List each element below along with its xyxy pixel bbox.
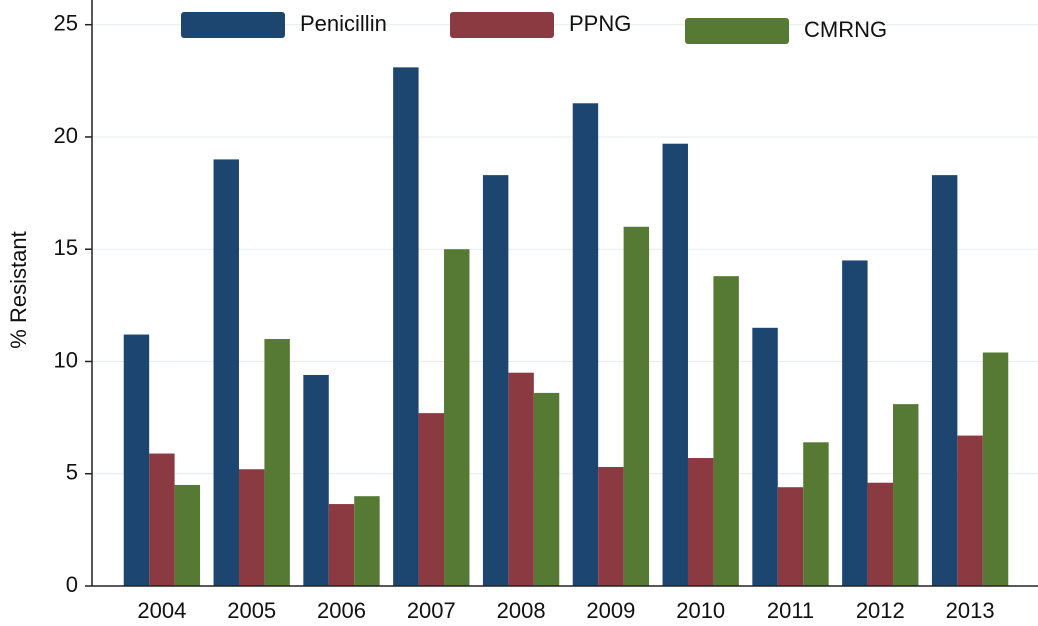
bar xyxy=(418,413,445,586)
x-tick-label: 2004 xyxy=(137,598,186,623)
bar xyxy=(687,458,714,586)
x-tick-label: 2012 xyxy=(856,598,905,623)
legend-label: Penicillin xyxy=(300,11,387,36)
bar xyxy=(393,67,419,586)
bar xyxy=(572,103,599,586)
bar xyxy=(149,453,175,586)
bar xyxy=(752,327,778,586)
bar xyxy=(777,487,804,586)
bar xyxy=(533,392,560,586)
x-tick-label: 2013 xyxy=(946,598,995,623)
x-tick-label: 2010 xyxy=(676,598,725,623)
bar xyxy=(957,435,983,586)
bar xyxy=(444,249,470,586)
bar xyxy=(354,496,380,586)
bar xyxy=(803,442,829,586)
legend-swatch xyxy=(450,12,554,38)
legend-label: CMRNG xyxy=(804,17,887,42)
bar xyxy=(264,339,290,586)
bar xyxy=(213,159,239,586)
x-tick-label: 2006 xyxy=(317,598,366,623)
bar xyxy=(598,467,624,586)
bar xyxy=(867,482,894,586)
x-tick-label: 2011 xyxy=(767,598,814,623)
y-tick-label: 25 xyxy=(54,11,78,36)
bar xyxy=(931,175,958,586)
bar xyxy=(662,143,688,586)
y-axis-label: % Resistant xyxy=(6,231,31,348)
bar xyxy=(303,374,329,586)
bar xyxy=(623,226,650,586)
bar xyxy=(713,276,739,586)
y-tick-label: 20 xyxy=(54,123,78,148)
bar xyxy=(842,260,868,586)
x-tick-label: 2005 xyxy=(227,598,276,623)
y-tick-label: 15 xyxy=(54,235,78,260)
x-tick-label: 2009 xyxy=(586,598,635,623)
bar xyxy=(508,372,534,586)
legend-swatch xyxy=(685,18,789,44)
x-tick-label: 2007 xyxy=(407,598,456,623)
bar xyxy=(893,404,919,586)
y-tick-label: 0 xyxy=(66,572,78,597)
bar xyxy=(174,484,201,586)
y-tick-label: 5 xyxy=(66,460,78,485)
bar xyxy=(123,334,150,586)
bar xyxy=(238,469,265,586)
legend-label: PPNG xyxy=(569,11,631,36)
legend-swatch xyxy=(181,12,285,38)
bar xyxy=(482,175,509,586)
bar xyxy=(982,352,1009,586)
x-tick-label: 2008 xyxy=(497,598,546,623)
bar xyxy=(328,504,355,586)
y-tick-label: 10 xyxy=(54,347,78,372)
